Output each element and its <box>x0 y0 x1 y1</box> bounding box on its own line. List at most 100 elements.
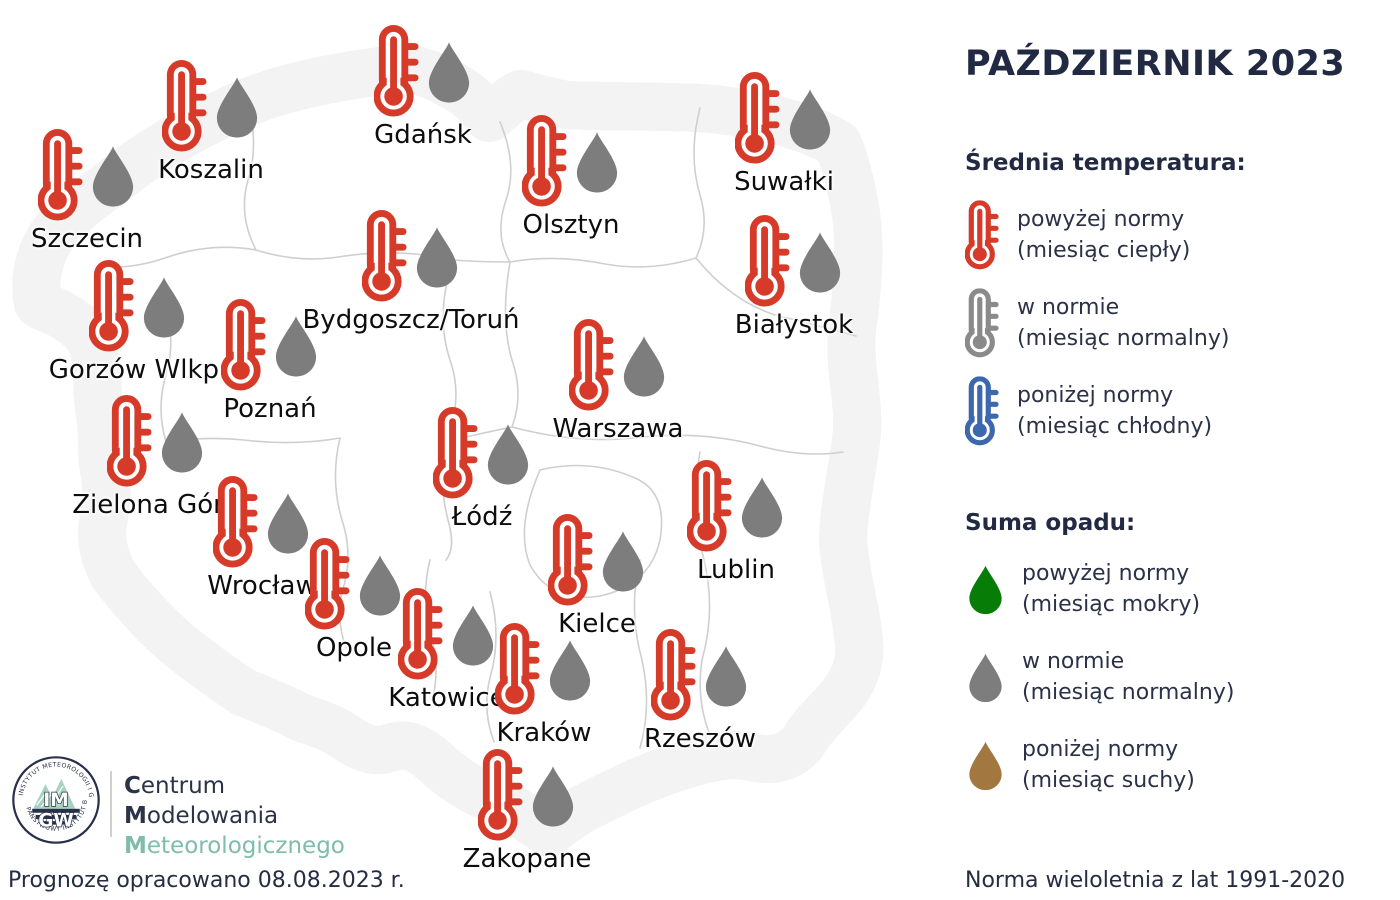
city-label: Suwałki <box>734 167 834 197</box>
city-label: Olsztyn <box>522 210 620 240</box>
city-marker-icons <box>213 476 311 568</box>
raindrop-icon <box>450 604 496 666</box>
logo-im-text: IM <box>43 790 68 811</box>
raindrop-icon <box>90 145 136 207</box>
city-marker-icons <box>89 260 187 352</box>
logo-emblem: IM GW <box>32 778 80 832</box>
city-label: Kraków <box>496 718 592 748</box>
thermometer-icon <box>305 538 350 630</box>
city-label: Poznań <box>223 394 317 424</box>
thermometer-icon <box>162 60 207 152</box>
city-label: Wrocław <box>207 571 317 601</box>
legend-item-text: powyżej normy (miesiąc mokry) <box>1022 558 1200 620</box>
temperature-legend: powyżej normy (miesiąc ciepły) w normie … <box>965 198 1229 448</box>
city-label: Gorzów Wlkp. <box>48 355 228 385</box>
legend-item-line1: powyżej normy <box>1022 561 1190 586</box>
city-label: Szczecin <box>30 224 144 254</box>
raindrop-icon <box>214 76 260 138</box>
legend-item-text: poniżej normy (miesiąc chłodny) <box>1017 380 1212 442</box>
city-label: Rzeszów <box>643 724 757 754</box>
city-label: Zakopane <box>462 844 592 874</box>
legend-item-line1: powyżej normy <box>1017 207 1185 232</box>
legend-item-line2: (miesiąc ciepły) <box>1017 238 1191 263</box>
legend-item-line1: poniżej normy <box>1022 737 1179 762</box>
logo-divider <box>110 771 112 837</box>
legend-item-line2: (miesiąc mokry) <box>1022 592 1201 617</box>
wordmark-line: Centrum <box>124 773 226 799</box>
city-label: Katowice <box>388 683 506 713</box>
city-marker-icons <box>305 538 403 630</box>
city-marker-icons <box>735 72 833 164</box>
city-label: Bydgoszcz/Toruń <box>302 305 520 335</box>
city-marker-icons <box>687 460 785 552</box>
raindrop-icon <box>159 411 205 473</box>
city-marker-icons <box>374 25 472 117</box>
city-label: Warszawa <box>552 414 684 444</box>
thermometer-icon <box>965 286 999 360</box>
city-label: Białystok <box>734 310 854 340</box>
city-marker-icons <box>433 407 531 499</box>
thermometer-icon <box>651 629 696 721</box>
city-marker-icons <box>38 129 136 221</box>
city-label: Kielce <box>558 609 636 639</box>
raindrop-icon <box>530 765 576 827</box>
legend-precipitation-item: powyżej normy (miesiąc mokry) <box>965 558 1234 620</box>
raindrop-icon <box>574 131 620 193</box>
city-marker-icons <box>221 299 319 391</box>
raindrop-icon <box>739 476 785 538</box>
city-marker-icons <box>651 629 749 721</box>
city-label: Opole <box>315 633 393 663</box>
legend-temperature-item: powyżej normy (miesiąc ciepły) <box>965 198 1229 272</box>
legend-item-text: w normie (miesiąc normalny) <box>1022 646 1234 708</box>
thermometer-icon <box>687 460 732 552</box>
logo-gw-text: GW <box>38 810 74 831</box>
thermometer-icon <box>569 319 614 411</box>
thermometer-icon <box>38 129 83 221</box>
thermometer-icon <box>478 749 523 841</box>
legend-item-line1: w normie <box>1017 295 1120 320</box>
raindrop-icon <box>797 231 843 293</box>
raindrop-icon <box>426 41 472 103</box>
wordmark-line: Modelowania <box>124 803 279 829</box>
thermometer-icon <box>362 210 407 302</box>
thermometer-icon <box>221 299 266 391</box>
city-marker-icons <box>495 623 593 715</box>
raindrop-icon <box>967 651 1004 704</box>
city-marker-icons <box>745 215 843 307</box>
legend-item-line1: w normie <box>1022 649 1125 674</box>
thermometer-icon <box>495 623 540 715</box>
raindrop-icon <box>703 645 749 707</box>
city-label: Koszalin <box>158 155 264 185</box>
legend-item-text: poniżej normy (miesiąc suchy) <box>1022 734 1195 796</box>
legend-precipitation-item: poniżej normy (miesiąc suchy) <box>965 734 1234 796</box>
legend-item-text: powyżej normy (miesiąc ciepły) <box>1017 204 1190 266</box>
legend-temperature-item: w normie (miesiąc normalny) <box>965 286 1229 360</box>
raindrop-icon <box>273 315 319 377</box>
precipitation-legend: powyżej normy (miesiąc mokry) w normie (… <box>965 558 1234 796</box>
raindrop-icon <box>967 739 1004 792</box>
legend-item-line1: poniżej normy <box>1017 383 1174 408</box>
city-marker-icons <box>162 60 260 152</box>
thermometer-icon <box>433 407 478 499</box>
thermometer-icon <box>107 395 152 487</box>
thermometer-icon <box>965 374 999 448</box>
raindrop-icon <box>141 276 187 338</box>
city-marker-icons <box>478 749 576 841</box>
norm-period-note: Norma wieloletnia z lat 1991-2020 <box>965 868 1346 893</box>
thermometer-icon <box>374 25 419 117</box>
city-marker-icons <box>107 395 205 487</box>
city-marker-icons <box>569 319 667 411</box>
legend-item-line2: (miesiąc suchy) <box>1022 768 1195 793</box>
raindrop-icon <box>621 335 667 397</box>
precipitation-legend-heading: Suma opadu: <box>965 510 1136 536</box>
legend-item-line2: (miesiąc normalny) <box>1022 680 1235 705</box>
temperature-legend-heading: Średnia temperatura: <box>965 150 1246 176</box>
raindrop-icon <box>414 226 460 288</box>
city-label: Gdańsk <box>374 120 472 150</box>
wordmark-line: Meteorologicznego <box>124 833 345 859</box>
legend-precipitation-item: w normie (miesiąc normalny) <box>965 646 1234 708</box>
thermometer-icon <box>548 514 593 606</box>
thermometer-icon <box>745 215 790 307</box>
legend-item-line2: (miesiąc normalny) <box>1017 326 1230 351</box>
raindrop-icon <box>485 423 531 485</box>
